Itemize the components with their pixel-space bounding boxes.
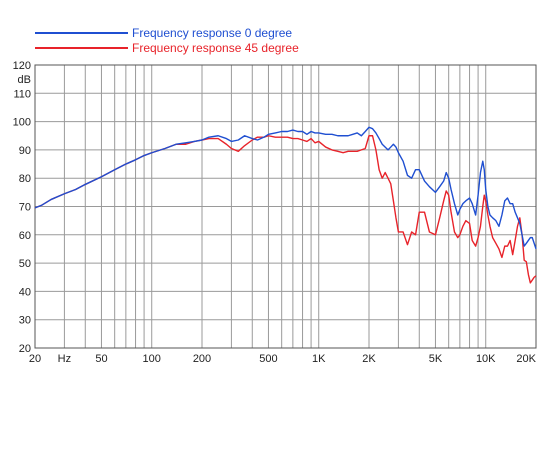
y-tick-label: 80 bbox=[19, 173, 31, 185]
y-axis-unit-label: dB bbox=[18, 74, 31, 86]
legend: Frequency response 0 degree Frequency re… bbox=[35, 26, 299, 55]
series-layer bbox=[34, 126, 537, 284]
legend-label-0-degree: Frequency response 0 degree bbox=[132, 26, 292, 40]
y-tick-label: 30 bbox=[19, 315, 31, 327]
legend-label-45-degree: Frequency response 45 degree bbox=[132, 41, 299, 55]
series-line-0-degree bbox=[34, 126, 537, 250]
y-tick-label: 120 bbox=[13, 60, 31, 72]
y-tick-label: 100 bbox=[13, 117, 31, 129]
y-tick-label: 20 bbox=[19, 343, 31, 355]
y-tick-label: 110 bbox=[13, 88, 31, 100]
x-tick-label: 20 bbox=[29, 353, 41, 365]
x-tick-label: 20K bbox=[516, 353, 536, 365]
plot-frame bbox=[34, 64, 537, 349]
x-tick-label: 10K bbox=[476, 353, 496, 365]
x-tick-label: 200 bbox=[193, 353, 211, 365]
x-tick-label: 2K bbox=[362, 353, 376, 365]
x-tick-label: 100 bbox=[143, 353, 161, 365]
y-tick-label: 90 bbox=[19, 145, 31, 157]
y-tick-label: 50 bbox=[19, 258, 31, 270]
y-tick-label: 60 bbox=[19, 230, 31, 242]
x-tick-label: 50 bbox=[95, 353, 107, 365]
x-tick-label: 500 bbox=[259, 353, 277, 365]
x-axis-tick-labels: 20 50 100 200 500 1K 2K 5K 10K 20K bbox=[29, 353, 537, 365]
x-tick-label: 5K bbox=[429, 353, 443, 365]
x-tick-label: 1K bbox=[312, 353, 326, 365]
x-axis-unit-label: Hz bbox=[58, 353, 71, 365]
y-tick-label: 40 bbox=[19, 286, 31, 298]
y-tick-label: 70 bbox=[19, 202, 31, 214]
y-axis-tick-labels: 20 30 40 50 60 70 80 90 100 110 120 bbox=[13, 60, 31, 355]
series-line-45-degree bbox=[34, 135, 537, 284]
grid bbox=[34, 64, 537, 349]
